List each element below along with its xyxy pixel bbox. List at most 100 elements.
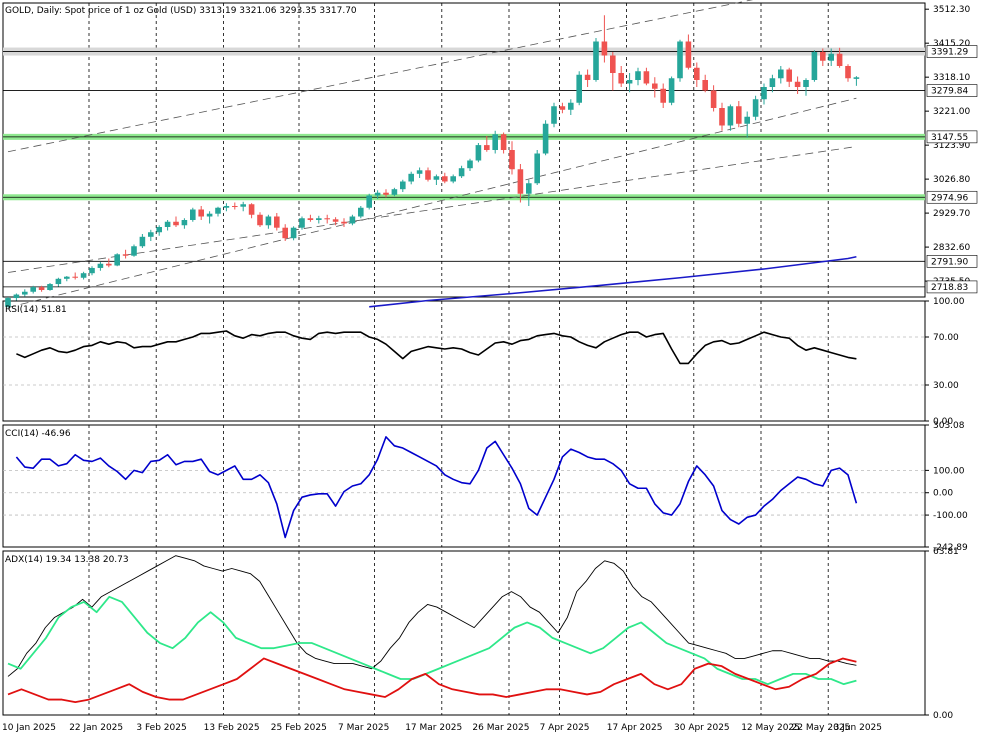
candle-bull bbox=[47, 284, 53, 290]
candle-bear bbox=[702, 80, 708, 91]
trend-channel-upper bbox=[7, 0, 754, 153]
candle-bull bbox=[450, 176, 456, 182]
level-tag-box bbox=[926, 45, 978, 58]
candle-bear bbox=[652, 83, 658, 89]
candle-bear bbox=[442, 176, 448, 182]
candle-bull bbox=[803, 80, 809, 87]
level-tag-label: 2718.83 bbox=[931, 283, 968, 293]
price-tick-label: 3026.80 bbox=[933, 175, 970, 185]
candle-bear bbox=[601, 41, 608, 56]
candle-bull bbox=[853, 77, 860, 79]
candle-bear bbox=[836, 53, 843, 66]
candle-bear bbox=[820, 52, 826, 61]
candle-bull bbox=[349, 216, 356, 224]
candle-bear bbox=[122, 254, 129, 256]
rsi-header: RSI(14) 51.81 bbox=[5, 305, 67, 315]
candle-bear bbox=[324, 218, 330, 220]
candle-bull bbox=[164, 221, 171, 227]
candle-bear bbox=[643, 71, 650, 84]
moving-average-line bbox=[369, 255, 857, 308]
candle-bull bbox=[181, 220, 188, 226]
candle-bull bbox=[22, 291, 28, 295]
candle-bull bbox=[240, 204, 246, 207]
level-tag-label: 3391.29 bbox=[931, 48, 968, 58]
candle-bear bbox=[274, 216, 280, 228]
candle-bull bbox=[80, 273, 87, 278]
candle-bear bbox=[517, 169, 524, 194]
candle-bull bbox=[55, 278, 62, 285]
adx-pane bbox=[7, 555, 857, 704]
rsi-pane bbox=[3, 330, 925, 386]
adx-line bbox=[7, 555, 857, 677]
candle-bear bbox=[719, 108, 725, 126]
candle-bull bbox=[366, 195, 372, 208]
candle-bull bbox=[568, 102, 574, 110]
date-tick-label: 7 Mar 2025 bbox=[338, 723, 389, 733]
date-tick-label: 25 Feb 2025 bbox=[271, 723, 327, 733]
candle-bear bbox=[232, 206, 238, 207]
candle-bull bbox=[475, 145, 482, 161]
candle-bull bbox=[635, 71, 641, 80]
candle-bull bbox=[190, 209, 196, 220]
candle-bull bbox=[467, 160, 473, 169]
candle-bear bbox=[736, 106, 742, 124]
candle-bull bbox=[677, 41, 683, 79]
candle-bull bbox=[215, 207, 221, 214]
candle-bull bbox=[30, 287, 36, 292]
candle-bear bbox=[618, 73, 624, 84]
candle-bull bbox=[206, 213, 213, 217]
date-tick-label: 12 May 2025 bbox=[741, 723, 800, 733]
candle-bull bbox=[752, 99, 759, 117]
date-tick-label: 10 Jan 2025 bbox=[2, 723, 56, 733]
candle-bear bbox=[341, 221, 347, 224]
price-pane bbox=[3, 0, 925, 308]
candle-bull bbox=[13, 294, 20, 299]
level-tag-box bbox=[926, 280, 978, 294]
date-tick-label: 17 Mar 2025 bbox=[405, 723, 462, 733]
candle-bear bbox=[786, 69, 792, 82]
rsi-tick-label: 100.00 bbox=[933, 297, 965, 307]
candle-bear bbox=[198, 209, 204, 217]
plus-di-line bbox=[7, 595, 857, 686]
cci-tick-label: 0.00 bbox=[933, 489, 953, 499]
candle-bull bbox=[139, 236, 146, 247]
candle-bull bbox=[416, 170, 423, 174]
candle-bull bbox=[316, 218, 322, 220]
candle-bull bbox=[551, 106, 557, 124]
candle-bull bbox=[408, 173, 414, 182]
candle-bull bbox=[626, 80, 633, 84]
date-tick-label: 13 Feb 2025 bbox=[204, 723, 260, 733]
candle-bull bbox=[5, 298, 11, 307]
chart-header: GOLD, Daily: Spot price of 1 oz Gold (US… bbox=[5, 6, 357, 16]
cci-tick-label: 303.08 bbox=[933, 421, 965, 431]
level-tag-box bbox=[926, 84, 978, 97]
candle-bear bbox=[500, 134, 507, 150]
candle-bull bbox=[114, 254, 120, 266]
candle-bull bbox=[542, 123, 549, 154]
candle-bull bbox=[761, 87, 767, 100]
candle-bear bbox=[106, 263, 112, 266]
candle-bear bbox=[332, 219, 339, 222]
date-tick-label: 22 May 2025 bbox=[792, 723, 851, 733]
candle-bull bbox=[526, 183, 532, 194]
candle-bear bbox=[509, 150, 515, 170]
level-tag-label: 3279.84 bbox=[931, 87, 968, 97]
candle-bull bbox=[358, 207, 364, 217]
candle-bear bbox=[248, 204, 255, 215]
rsi-frame bbox=[2, 300, 926, 422]
candle-bull bbox=[299, 218, 305, 228]
candle-bull bbox=[400, 181, 406, 190]
candle-bull bbox=[131, 246, 137, 256]
candle-bull bbox=[492, 134, 498, 150]
candle-bull bbox=[156, 227, 162, 233]
cci-line bbox=[15, 436, 858, 539]
candle-bull bbox=[828, 53, 834, 61]
cci-pane bbox=[3, 436, 925, 539]
candle-bull bbox=[576, 74, 582, 103]
candle-bear bbox=[173, 221, 179, 226]
rsi-line bbox=[16, 330, 857, 365]
date-tick-label: 30 Apr 2025 bbox=[674, 723, 730, 733]
cci-tick-label: -100.00 bbox=[933, 511, 968, 521]
